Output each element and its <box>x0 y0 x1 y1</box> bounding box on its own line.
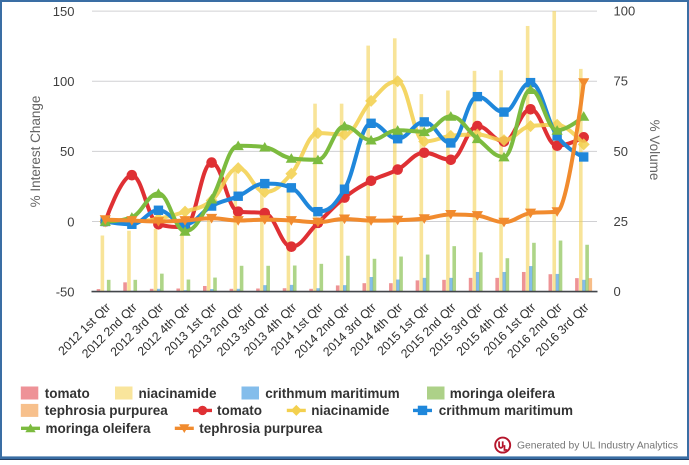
svg-text:0: 0 <box>67 214 74 229</box>
svg-text:100: 100 <box>614 4 636 19</box>
svg-text:tomato: tomato <box>45 386 90 401</box>
svg-text:% Volume: % Volume <box>647 120 662 181</box>
svg-text:75: 75 <box>614 74 628 89</box>
svg-text:tephrosia purpurea: tephrosia purpurea <box>199 421 323 436</box>
svg-text:50: 50 <box>60 144 74 159</box>
svg-text:niacinamide: niacinamide <box>139 386 218 401</box>
svg-text:tomato: tomato <box>217 403 262 418</box>
svg-text:tephrosia purpurea: tephrosia purpurea <box>45 403 169 418</box>
svg-text:crithmum maritimum: crithmum maritimum <box>265 386 399 401</box>
svg-text:moringa oleifera: moringa oleifera <box>450 386 556 401</box>
svg-text:crithmum maritimum: crithmum maritimum <box>439 403 573 418</box>
svg-text:100: 100 <box>53 74 75 89</box>
svg-text:-50: -50 <box>56 284 75 299</box>
svg-text:50: 50 <box>614 144 628 159</box>
svg-text:150: 150 <box>53 4 75 19</box>
svg-text:% Interest Change: % Interest Change <box>28 96 43 208</box>
svg-text:niacinamide: niacinamide <box>311 403 390 418</box>
svg-text:moringa oleifera: moringa oleifera <box>46 421 152 436</box>
svg-text:0: 0 <box>614 284 621 299</box>
svg-text:Generated by UL Industry Analy: Generated by UL Industry Analytics <box>517 441 678 452</box>
svg-text:25: 25 <box>614 214 628 229</box>
